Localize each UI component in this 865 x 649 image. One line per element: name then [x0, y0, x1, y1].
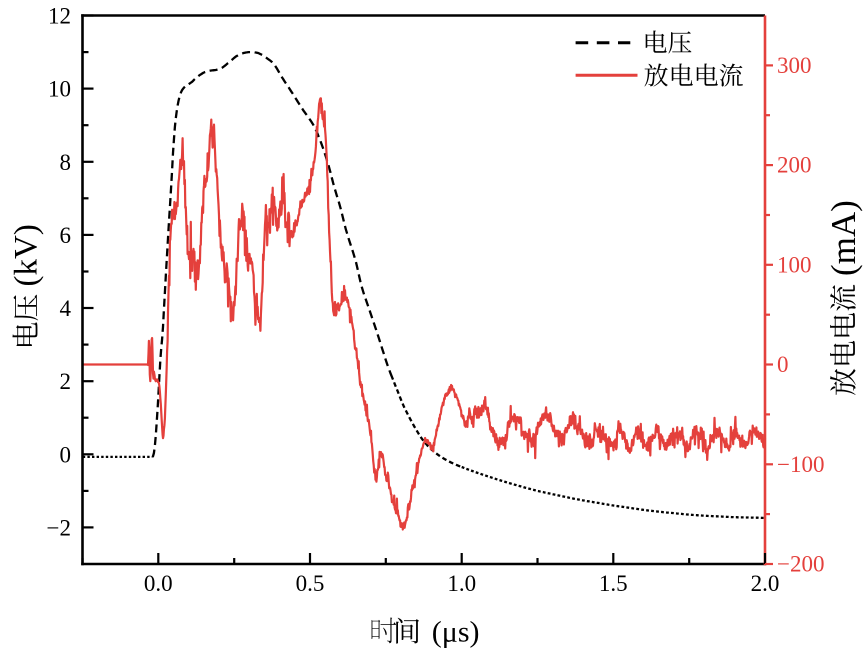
svg-text:1.0: 1.0	[447, 571, 476, 596]
svg-text:200: 200	[777, 153, 812, 178]
svg-text:100: 100	[777, 252, 812, 277]
svg-text:4: 4	[60, 296, 72, 321]
svg-text:0: 0	[777, 352, 789, 377]
svg-text:0.0: 0.0	[144, 571, 173, 596]
svg-text:−200: −200	[777, 552, 824, 577]
svg-text:−100: −100	[777, 452, 824, 477]
svg-text:−2: −2	[47, 515, 71, 540]
svg-text:(μs): (μs)	[432, 615, 480, 648]
svg-text:(mA): (mA)	[824, 200, 863, 276]
svg-text:2: 2	[60, 369, 72, 394]
svg-text:2.0: 2.0	[751, 571, 780, 596]
svg-text:0: 0	[60, 442, 72, 467]
svg-text:10: 10	[48, 77, 71, 102]
svg-text:1.5: 1.5	[599, 571, 628, 596]
svg-text:8: 8	[60, 150, 72, 175]
svg-text:300: 300	[777, 53, 812, 78]
svg-text:6: 6	[60, 223, 72, 248]
svg-text:12: 12	[48, 4, 71, 29]
svg-text:0.5: 0.5	[296, 571, 325, 596]
svg-text:(kV): (kV)	[9, 224, 45, 286]
